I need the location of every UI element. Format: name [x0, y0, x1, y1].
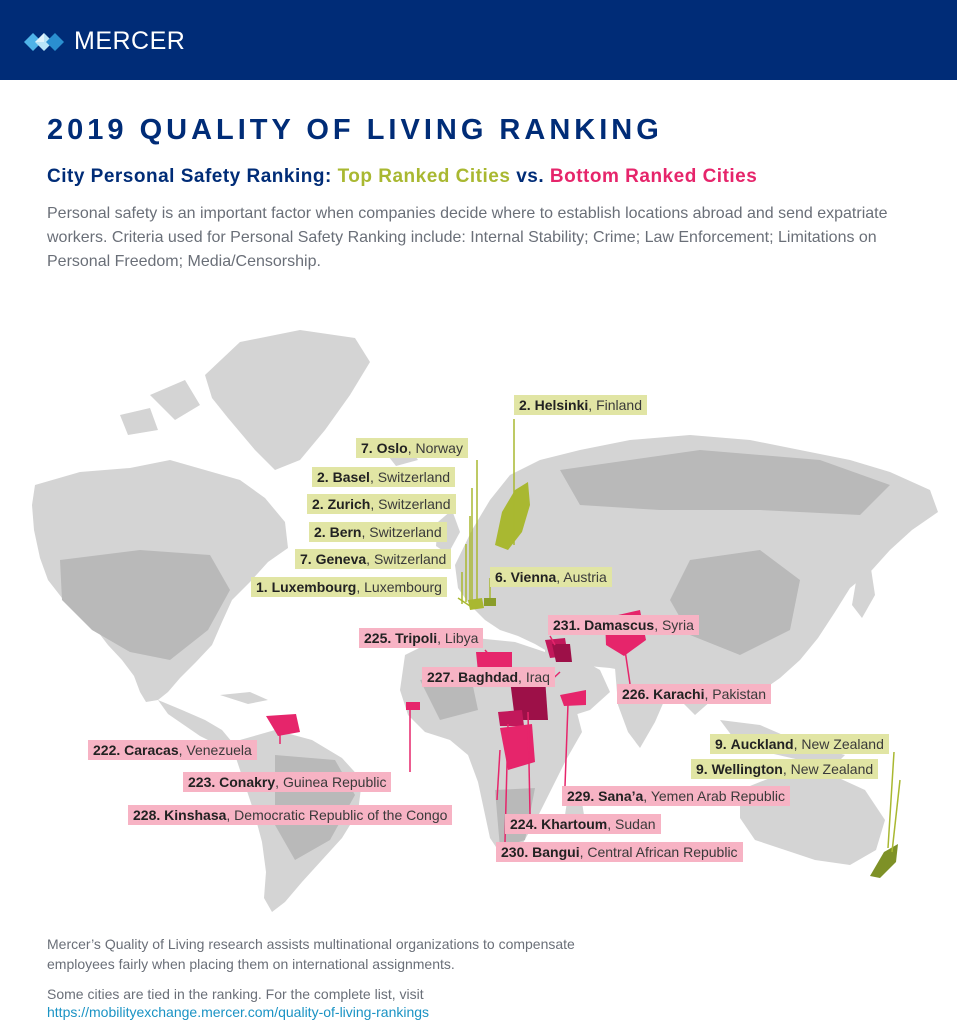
label-bangui: 230. Bangui, Central African Republic	[496, 842, 743, 862]
subtitle: City Personal Safety Ranking: Top Ranked…	[47, 166, 757, 188]
highlight-sudan	[510, 678, 548, 720]
highlight-iraq	[552, 644, 572, 662]
label-caracas: 222. Caracas, Venezuela	[88, 740, 257, 760]
highlight-drc	[500, 724, 535, 770]
world-map	[32, 330, 938, 912]
label-conakry: 223. Conakry, Guinea Republic	[183, 772, 392, 792]
shade-china	[670, 550, 800, 655]
label-kinshasa: 228. Kinshasa, Democratic Republic of th…	[128, 805, 453, 825]
highlight-switzerland	[468, 598, 484, 610]
label-oslo: 7. Oslo, Norway	[356, 438, 468, 458]
highlight-new-zealand	[870, 844, 898, 878]
label-zurich: 2. Zurich, Switzerland	[307, 494, 456, 514]
arctic-islands	[120, 380, 200, 435]
footer-research: Mercer’s Quality of Living research assi…	[47, 936, 575, 972]
subtitle-top: Top Ranked Cities	[337, 166, 511, 187]
rankings-link[interactable]: https://mobilityexchange.mercer.com/qual…	[47, 1004, 430, 1020]
caribbean	[220, 692, 268, 704]
page-title: 2019 QUALITY OF LIVING RANKING	[47, 114, 663, 146]
subtitle-mid: vs.	[510, 166, 550, 187]
label-baghdad: 227. Baghdad, Iraq	[422, 667, 555, 687]
label-tripoli: 225. Tripoli, Libya	[359, 628, 484, 648]
central-america	[158, 700, 232, 746]
label-vienna: 6. Vienna, Austria	[490, 567, 612, 587]
label-basel: 2. Basel, Switzerland	[312, 467, 456, 487]
label-wellington: 9. Wellington, New Zealand	[691, 759, 879, 779]
label-luxembourg: 1. Luxembourg, Luxembourg	[251, 577, 447, 597]
brand-logo[interactable]: MERCER	[24, 27, 185, 56]
highlight-guinea	[406, 702, 420, 710]
highlight-yemen	[560, 690, 586, 706]
label-sanaa: 229. Sana’a, Yemen Arab Republic	[562, 786, 790, 806]
highlight-venezuela	[266, 714, 300, 736]
highlight-scandinavia	[495, 482, 530, 550]
highlight-car	[498, 710, 524, 726]
subtitle-lead: City Personal Safety Ranking:	[47, 166, 338, 187]
label-karachi: 226. Karachi, Pakistan	[617, 684, 771, 704]
subtitle-bottom: Bottom Ranked Cities	[549, 166, 758, 187]
brand-name: MERCER	[74, 27, 186, 55]
label-bern: 2. Bern, Switzerland	[309, 522, 447, 542]
highlight-austria	[484, 598, 496, 606]
mercer-logo-icon	[24, 32, 64, 51]
footer-link-wrap: https://mobilityexchange.mercer.com/qual…	[47, 1002, 429, 1022]
uk	[436, 510, 460, 554]
top-leader-lines	[457, 419, 901, 853]
shade-usa	[60, 550, 230, 660]
label-helsinki: 2. Helsinki, Finland	[514, 395, 647, 415]
label-geneva: 7. Geneva, Switzerland	[295, 549, 452, 569]
description: Personal safety is an important factor w…	[47, 205, 888, 270]
label-auckland: 9. Auckland, New Zealand	[710, 734, 889, 754]
top-city-highlights	[468, 482, 898, 878]
label-damascus: 231. Damascus, Syria	[548, 615, 699, 635]
footer-tied-note: Some cities are tied in the ranking. For…	[47, 986, 424, 1002]
japan	[852, 562, 875, 618]
label-khartoum: 224. Khartoum, Sudan	[505, 814, 661, 834]
greenland	[205, 330, 370, 470]
header-bar: MERCER	[0, 0, 957, 80]
shade-russia	[560, 450, 890, 515]
